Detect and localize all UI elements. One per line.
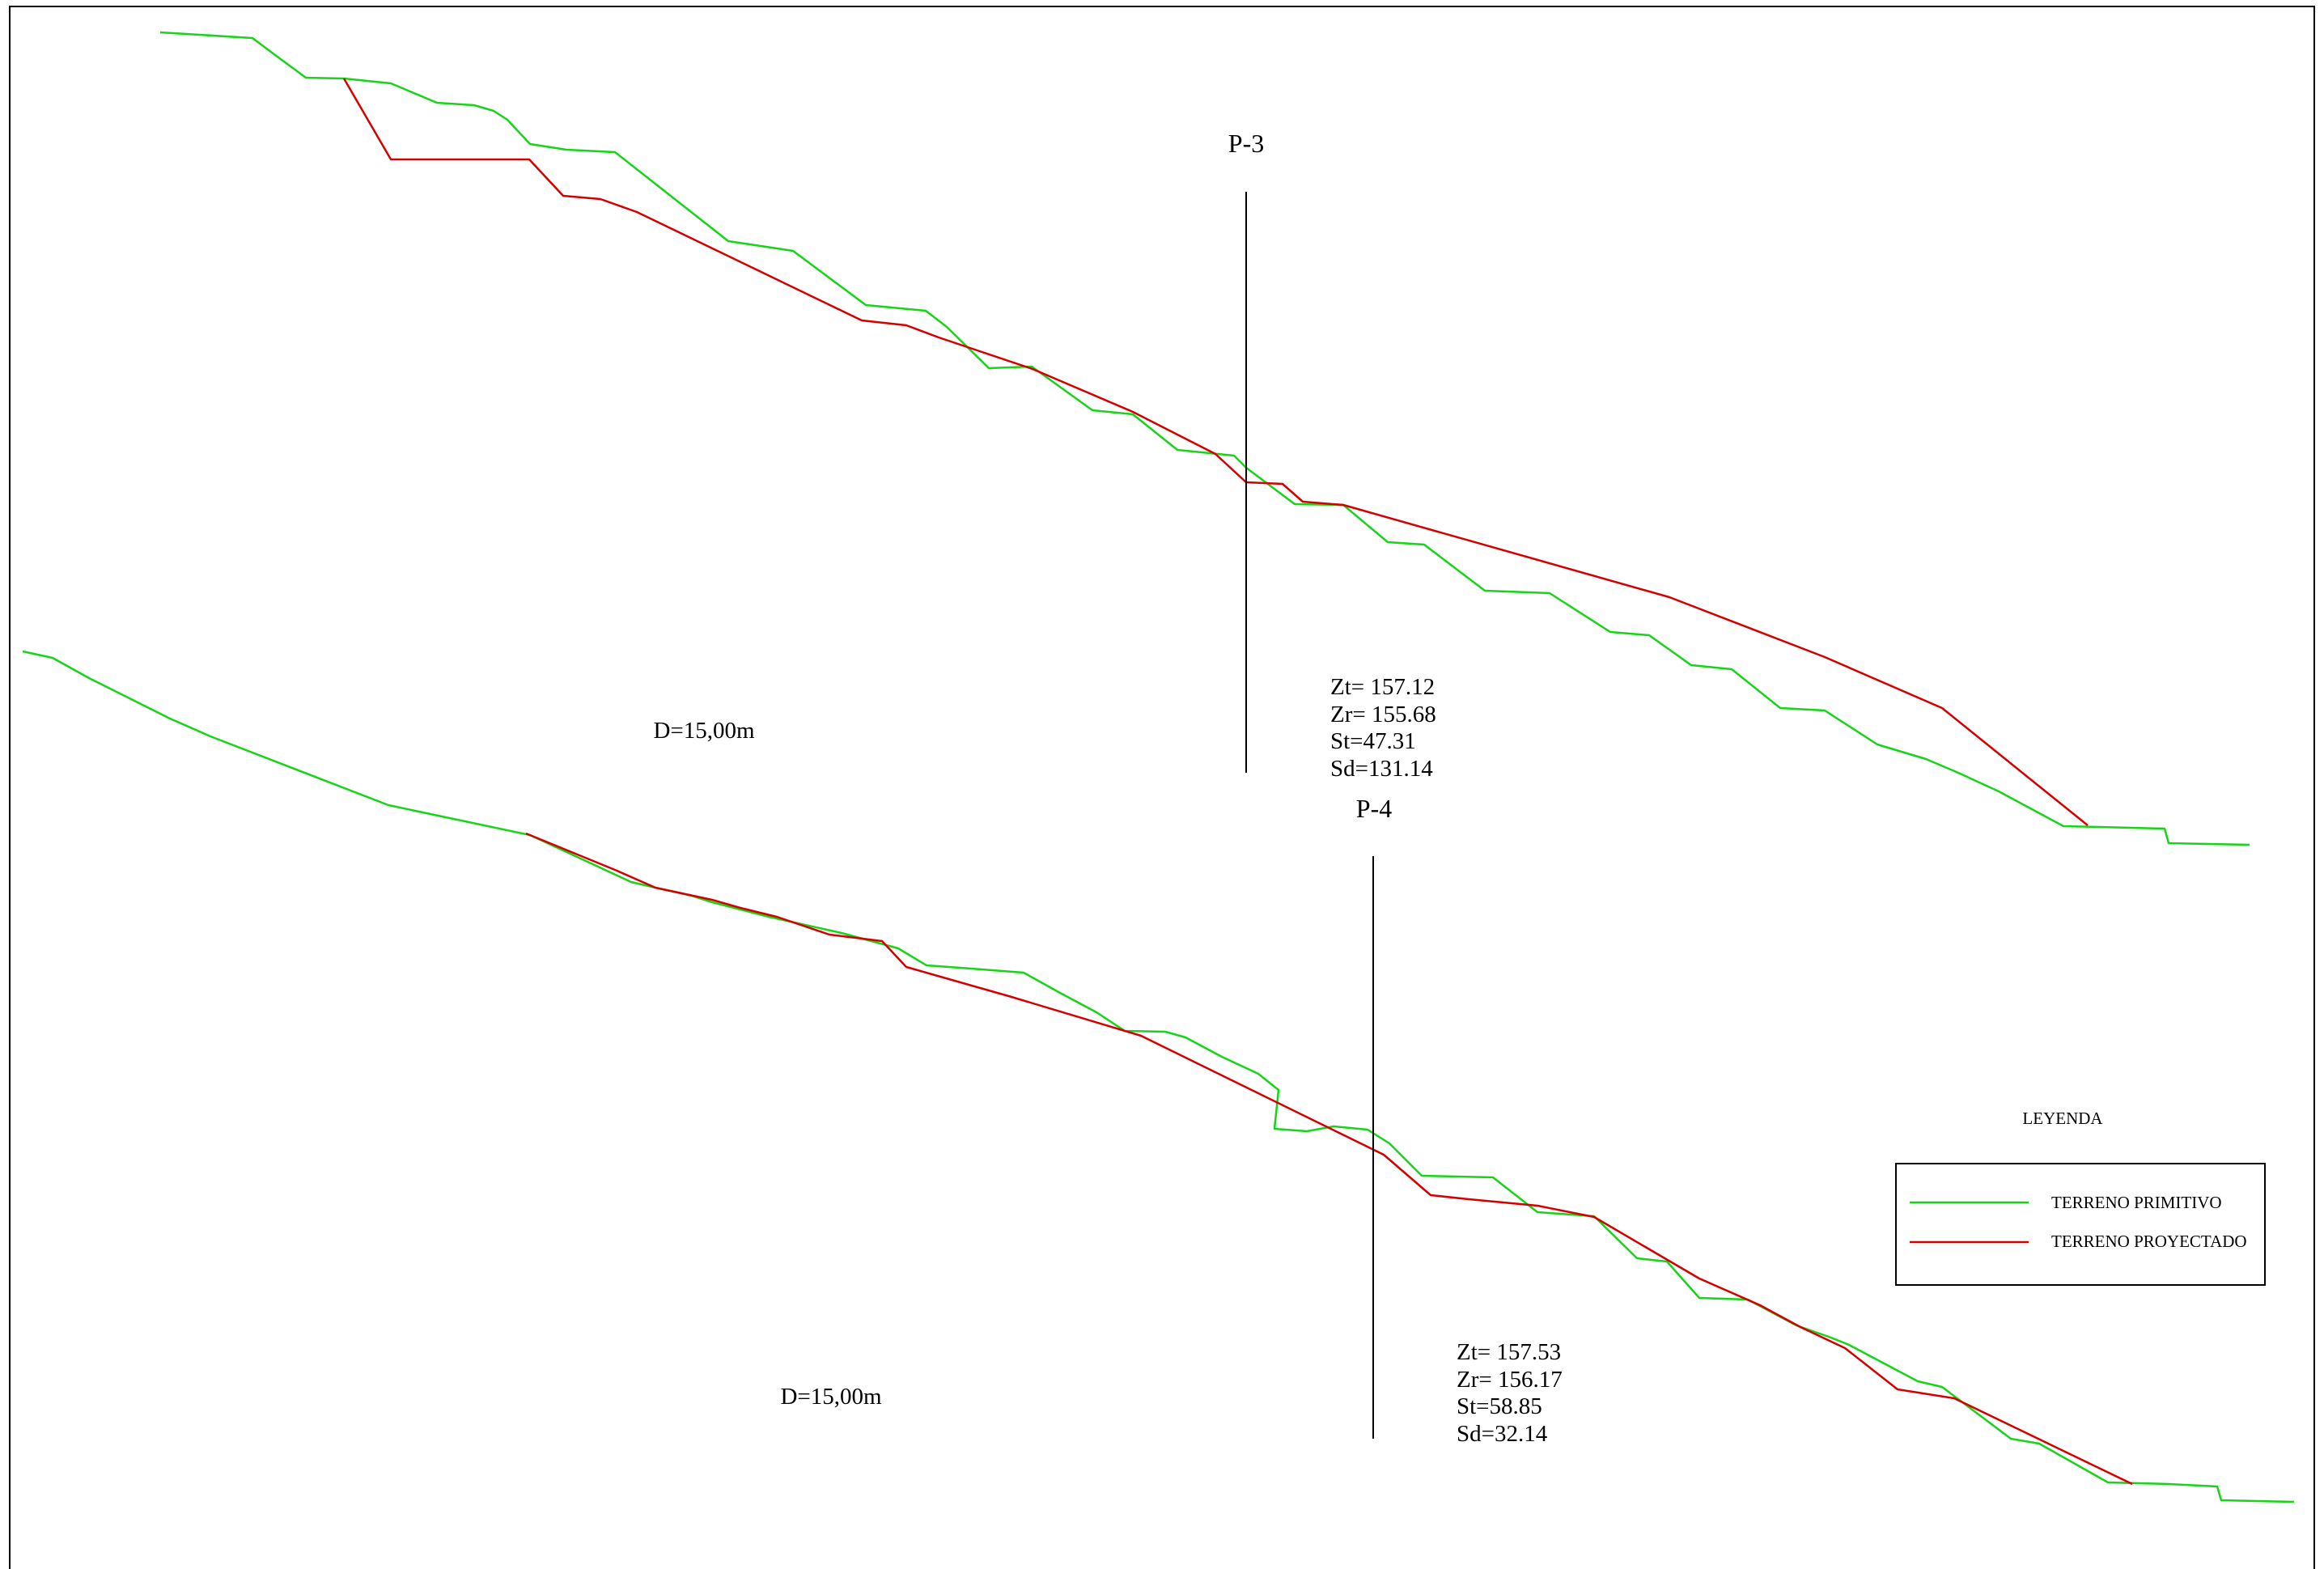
legend-title: LEYENDA [2022,1109,2103,1128]
p3-readout-zt: Zt= 157.12 [1330,674,1435,700]
p3-terreno-proyectado-line [342,78,2089,826]
profile-p3: P-3 D=15,00m Zt= 157.12 Zr= 155.68 St=47… [159,31,2250,846]
legend-label-proyectado: TERRENO PROYECTADO [2051,1232,2247,1251]
p4-readout-st: St=58.85 [1457,1393,1542,1419]
p3-distance-label: D=15,00m [653,718,755,744]
legend: LEYENDA TERRENO PRIMITIVO TERRENO PROYEC… [1895,1109,2266,1286]
legend-label-primitivo: TERRENO PRIMITIVO [2051,1193,2222,1212]
legend-box [1895,1163,2266,1286]
p4-distance-label: D=15,00m [780,1384,882,1410]
p4-readout-zr: Zr= 156.17 [1457,1367,1563,1393]
p4-terreno-primitivo-line [22,650,2295,1503]
p4-readout-sd: Sd=32.14 [1457,1421,1548,1447]
p4-title: P-4 [1356,794,1392,823]
p4-terreno-proyectado-line [525,832,2133,1486]
p3-readout-sd: Sd=131.14 [1330,756,1433,782]
profile-p4: P-4 D=15,00m Zt= 157.53 Zr= 156.17 St=58… [22,650,2295,1503]
p4-readout-zt: Zt= 157.53 [1457,1339,1561,1365]
p3-title: P-3 [1228,129,1264,158]
sheet-frame [9,6,2315,1569]
p3-readout-zr: Zr= 155.68 [1330,702,1436,727]
p3-readout-st: St=47.31 [1330,728,1416,754]
p3-terreno-primitivo-line [159,31,2250,846]
